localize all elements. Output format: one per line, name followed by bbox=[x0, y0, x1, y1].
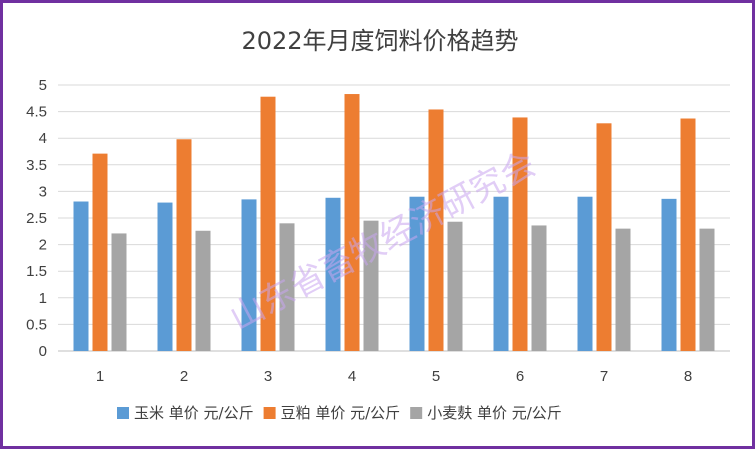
bar-series1 bbox=[577, 196, 593, 351]
bar-series3 bbox=[195, 230, 211, 351]
bar-series2 bbox=[260, 96, 276, 351]
y-tick-label: 4 bbox=[39, 130, 47, 147]
bar-series1 bbox=[157, 202, 173, 351]
bars bbox=[73, 94, 715, 352]
bar-series1 bbox=[493, 196, 509, 351]
legend-label: 小麦麸 单价 元/公斤 bbox=[427, 404, 562, 422]
legend-swatch bbox=[263, 407, 276, 419]
bar-series1 bbox=[409, 196, 425, 351]
y-tick-label: 4.5 bbox=[26, 104, 47, 121]
bar-series3 bbox=[699, 228, 715, 351]
chart-title: 2022年月度饲料价格趋势 bbox=[241, 27, 518, 55]
bar-series2 bbox=[428, 109, 444, 351]
legend-swatch bbox=[117, 407, 129, 419]
y-tick-label: 2 bbox=[39, 237, 47, 254]
bar-series3 bbox=[615, 228, 631, 351]
legend-label: 玉米 单价 元/公斤 bbox=[134, 404, 254, 422]
bar-series1 bbox=[661, 198, 677, 351]
x-tick-label: 7 bbox=[600, 368, 608, 385]
x-tick-label: 5 bbox=[432, 368, 440, 385]
bar-series2 bbox=[92, 153, 108, 351]
y-tick-label: 1 bbox=[39, 290, 47, 307]
x-tick-label: 2 bbox=[180, 368, 188, 385]
bar-series1 bbox=[241, 199, 257, 351]
bar-series3 bbox=[111, 233, 127, 351]
y-tick-label: 3 bbox=[39, 183, 47, 200]
x-axis-ticks: 1 2 3 4 5 6 7 8 bbox=[96, 368, 692, 385]
x-tick-label: 3 bbox=[264, 368, 272, 385]
bar-series3 bbox=[447, 221, 463, 351]
bar-series3 bbox=[279, 223, 295, 351]
bar-series3 bbox=[531, 225, 547, 351]
bar-series2 bbox=[596, 123, 612, 351]
y-axis-ticks: 0 0.5 1 1.5 2 2.5 3 3.5 4 4.5 5 bbox=[26, 77, 47, 360]
bar-series1 bbox=[325, 197, 341, 351]
x-tick-label: 6 bbox=[516, 368, 524, 385]
bar-series2 bbox=[680, 118, 696, 352]
legend: 玉米 单价 元/公斤 豆粕 单价 元/公斤 小麦麸 单价 元/公斤 bbox=[117, 404, 562, 422]
x-tick-label: 1 bbox=[96, 368, 104, 385]
y-tick-label: 5 bbox=[39, 77, 47, 94]
x-tick-label: 8 bbox=[684, 368, 692, 385]
y-tick-label: 1.5 bbox=[26, 263, 47, 280]
legend-label: 豆粕 单价 元/公斤 bbox=[281, 404, 401, 422]
legend-swatch bbox=[410, 407, 423, 419]
y-tick-label: 0.5 bbox=[26, 316, 47, 333]
chart-canvas: 2022年月度饲料价格趋势 0 0.5 1 1.5 2 2.5 3 3.5 4 4.5 5 1 2 3 4… bbox=[26, 27, 730, 422]
x-tick-label: 4 bbox=[348, 368, 356, 385]
bar-series2 bbox=[344, 94, 360, 351]
bar-series2 bbox=[512, 117, 528, 352]
y-tick-label: 2.5 bbox=[26, 210, 47, 227]
y-tick-label: 3.5 bbox=[26, 157, 47, 174]
y-tick-label: 0 bbox=[39, 343, 47, 360]
bar-series3 bbox=[363, 220, 379, 351]
bar-series2 bbox=[176, 139, 192, 351]
bar-series1 bbox=[73, 201, 89, 351]
